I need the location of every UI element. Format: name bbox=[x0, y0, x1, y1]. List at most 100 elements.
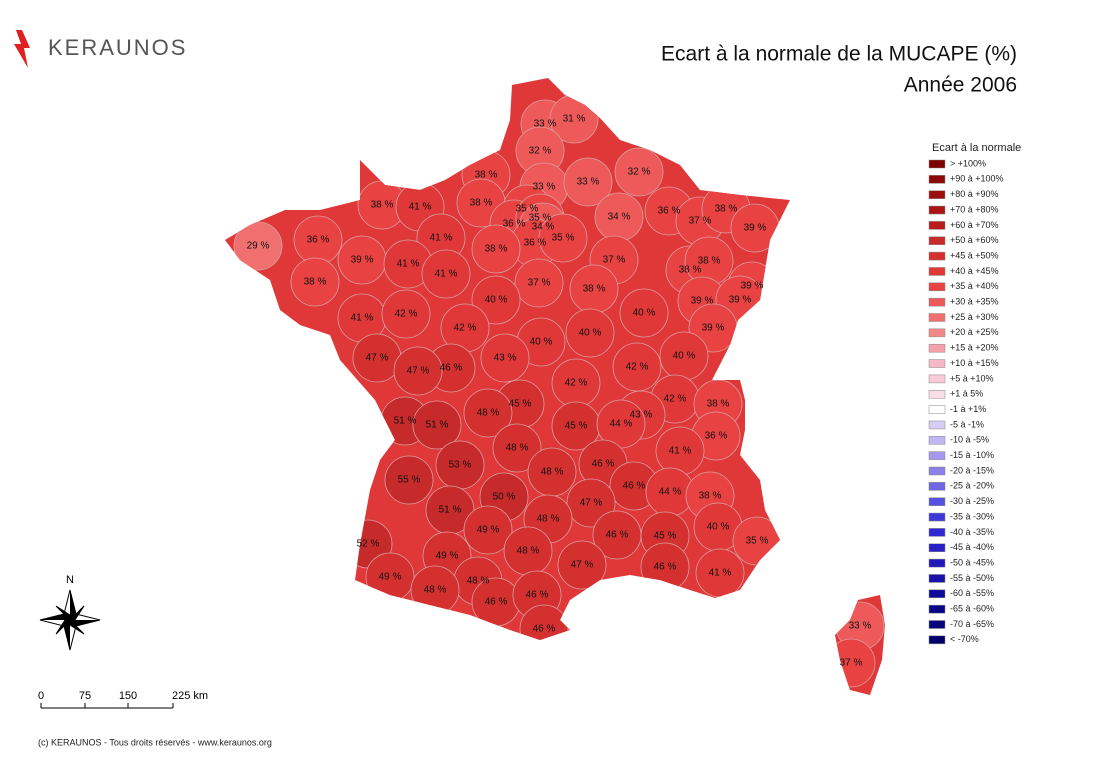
department-label: 36 % bbox=[705, 431, 728, 442]
department-label: 39 % bbox=[691, 296, 714, 307]
legend-label: -45 à -40% bbox=[950, 542, 994, 552]
department bbox=[384, 455, 434, 505]
legend-swatch bbox=[928, 205, 946, 215]
department-label: 40 % bbox=[485, 295, 508, 306]
department bbox=[233, 221, 283, 271]
department-label: 41 % bbox=[669, 446, 692, 457]
department-label: 36 % bbox=[658, 206, 681, 217]
legend-swatch bbox=[928, 635, 946, 645]
department-label: 49 % bbox=[436, 551, 459, 562]
department-label: 41 % bbox=[430, 233, 453, 244]
legend-label: +10 à +15% bbox=[950, 358, 999, 368]
department-label: 38 % bbox=[699, 491, 722, 502]
logo-text: KERAUNOS bbox=[48, 35, 187, 60]
legend-label: +20 à +25% bbox=[950, 327, 999, 337]
legend-swatch bbox=[928, 175, 946, 184]
legend-label: -70 à -65% bbox=[950, 619, 994, 629]
department-label: 49 % bbox=[379, 572, 402, 583]
department-label: 46 % bbox=[654, 562, 677, 573]
department-label: 42 % bbox=[565, 378, 588, 389]
department-label: 49 % bbox=[477, 525, 500, 536]
subtitle: Année 2006 bbox=[904, 74, 1017, 97]
department-labels: 33 % 31 % 32 % 38 % 33 % 33 % 32 % 38 % 41 % 38 %… bbox=[247, 114, 872, 669]
department bbox=[566, 478, 616, 528]
legend-label: +80 à +90% bbox=[950, 189, 999, 199]
legend-label: +5 à +10% bbox=[950, 373, 994, 383]
legend-swatch bbox=[928, 221, 946, 230]
department-label: 38 % bbox=[304, 277, 327, 288]
legend-label: +90 à +100% bbox=[950, 174, 1004, 184]
legend-swatch bbox=[928, 451, 946, 460]
department-label: 41 % bbox=[435, 269, 458, 280]
department-label: 42 % bbox=[664, 394, 687, 405]
legend-swatch bbox=[928, 589, 946, 599]
department-label: 55 % bbox=[398, 475, 421, 486]
department-label: 41 % bbox=[397, 259, 420, 270]
department-label: 38 % bbox=[715, 204, 738, 215]
department-label: 48 % bbox=[424, 585, 447, 596]
north-label: N bbox=[66, 574, 74, 586]
department-label: 38 % bbox=[470, 198, 493, 209]
legend-swatch bbox=[928, 390, 946, 399]
legend-label: -50 à -45% bbox=[950, 557, 994, 567]
department-label: 43 % bbox=[494, 353, 517, 364]
legend-swatch bbox=[928, 528, 946, 537]
department bbox=[514, 258, 564, 308]
legend-swatch bbox=[928, 236, 946, 245]
department bbox=[563, 157, 613, 207]
department bbox=[492, 423, 542, 473]
legend-swatch bbox=[928, 436, 946, 445]
department-label: 40 % bbox=[579, 328, 602, 339]
department-label: 35 % bbox=[516, 204, 539, 215]
department-label: 52 % bbox=[357, 539, 380, 550]
legend-label: < -70% bbox=[950, 634, 979, 644]
legend: > +100% +90 à +100% +80 à +90% +70 à +80% +6… bbox=[928, 158, 1004, 645]
legend-label: +35 à +40% bbox=[950, 281, 999, 291]
department-label: 38 % bbox=[679, 265, 702, 276]
department-label: 38 % bbox=[475, 170, 498, 181]
department-label: 51 % bbox=[439, 505, 462, 516]
department-label: 35 % bbox=[552, 233, 575, 244]
department-label: 39 % bbox=[741, 281, 764, 292]
department bbox=[480, 333, 530, 383]
department-label: 35 % bbox=[746, 536, 769, 547]
department-label: 37 % bbox=[840, 658, 863, 669]
department-label: 48 % bbox=[541, 467, 564, 478]
department-label: 34 % bbox=[532, 222, 555, 233]
legend-swatch bbox=[928, 420, 946, 430]
department-label: 44 % bbox=[610, 419, 633, 430]
department-label: 32 % bbox=[529, 146, 552, 157]
legend-swatch bbox=[928, 313, 946, 322]
department bbox=[538, 213, 588, 263]
legend-swatch bbox=[928, 282, 946, 292]
department-label: 36 % bbox=[503, 219, 526, 230]
department-label: 37 % bbox=[689, 216, 712, 227]
department-label: 40 % bbox=[673, 351, 696, 362]
department-label: 41 % bbox=[409, 202, 432, 213]
department-label: 42 % bbox=[454, 323, 477, 334]
legend-swatch bbox=[928, 482, 946, 491]
legend-label: +40 à +45% bbox=[950, 266, 999, 276]
legend-label: -1 à +1% bbox=[950, 404, 986, 414]
legend-label: -15 à -10% bbox=[950, 450, 994, 460]
department bbox=[381, 289, 431, 339]
department-label: 39 % bbox=[729, 295, 752, 306]
legend-label: -35 à -30% bbox=[950, 511, 994, 521]
department-label: 46 % bbox=[440, 363, 463, 374]
department-label: 48 % bbox=[537, 514, 560, 525]
department bbox=[412, 400, 462, 450]
department-label: 47 % bbox=[571, 560, 594, 571]
legend-label: -25 à -20% bbox=[950, 481, 994, 491]
department-label: 33 % bbox=[849, 621, 872, 632]
department-label: 48 % bbox=[467, 576, 490, 587]
department bbox=[614, 147, 664, 197]
department-label: 42 % bbox=[395, 309, 418, 320]
legend-label: -40 à -35% bbox=[950, 527, 994, 537]
department bbox=[565, 308, 615, 358]
department-label: 46 % bbox=[526, 590, 549, 601]
department bbox=[471, 224, 521, 274]
legend-label: +15 à +20% bbox=[950, 343, 999, 353]
department-label: 38 % bbox=[485, 244, 508, 255]
department-label: 33 % bbox=[534, 119, 557, 130]
